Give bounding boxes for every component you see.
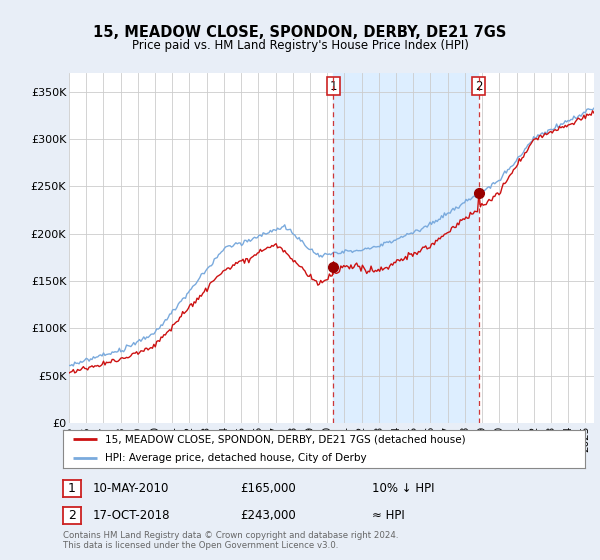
- Text: 15, MEADOW CLOSE, SPONDON, DERBY, DE21 7GS (detached house): 15, MEADOW CLOSE, SPONDON, DERBY, DE21 7…: [105, 434, 466, 444]
- Text: ≈ HPI: ≈ HPI: [372, 509, 405, 522]
- Text: 15, MEADOW CLOSE, SPONDON, DERBY, DE21 7GS: 15, MEADOW CLOSE, SPONDON, DERBY, DE21 7…: [94, 25, 506, 40]
- Bar: [334, 73, 478, 423]
- Text: Contains HM Land Registry data © Crown copyright and database right 2024.
This d: Contains HM Land Registry data © Crown c…: [63, 530, 398, 550]
- Text: Price paid vs. HM Land Registry's House Price Index (HPI): Price paid vs. HM Land Registry's House …: [131, 39, 469, 52]
- Text: 17-OCT-2018: 17-OCT-2018: [93, 509, 170, 522]
- Text: 10% ↓ HPI: 10% ↓ HPI: [372, 482, 434, 496]
- Text: 1: 1: [329, 80, 337, 92]
- Text: £243,000: £243,000: [240, 509, 296, 522]
- Text: £165,000: £165,000: [240, 482, 296, 496]
- Text: 2: 2: [68, 509, 76, 522]
- Text: 1: 1: [68, 482, 76, 496]
- Text: 2: 2: [475, 80, 482, 92]
- Text: 10-MAY-2010: 10-MAY-2010: [93, 482, 169, 496]
- Text: HPI: Average price, detached house, City of Derby: HPI: Average price, detached house, City…: [105, 453, 367, 463]
